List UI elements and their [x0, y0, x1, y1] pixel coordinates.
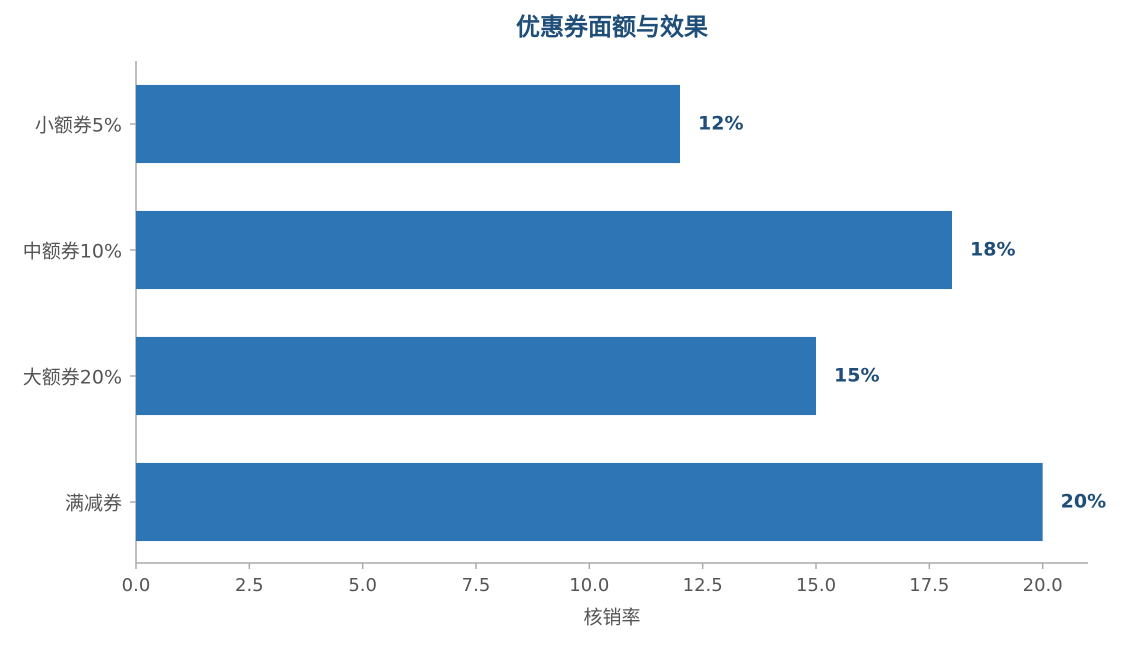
x-tick-label: 5.0 [348, 575, 377, 596]
y-tick-label: 满减券 [65, 493, 122, 515]
y-tick-label: 小额券5% [35, 115, 122, 137]
x-tick-label: 15.0 [796, 575, 836, 596]
x-tick-label: 10.0 [569, 575, 609, 596]
x-tick-label: 2.5 [235, 575, 264, 596]
value-label: 12% [698, 113, 743, 135]
bar [136, 210, 952, 290]
bar [136, 336, 816, 416]
chart-title: 优惠券面额与效果 [516, 13, 708, 41]
x-tick-label: 17.5 [909, 575, 949, 596]
y-tick-label: 大额券20% [23, 367, 122, 389]
value-label: 18% [970, 239, 1015, 261]
value-label: 15% [834, 365, 879, 387]
x-tick-label: 0.0 [122, 575, 151, 596]
x-axis-label: 核销率 [583, 607, 640, 629]
bar [136, 84, 680, 164]
x-tick-label: 7.5 [462, 575, 491, 596]
value-label: 20% [1061, 491, 1106, 513]
x-tick-label: 20.0 [1023, 575, 1063, 596]
x-tick-label: 12.5 [683, 575, 723, 596]
y-tick-label: 中额券10% [23, 241, 122, 263]
bar [136, 462, 1043, 542]
